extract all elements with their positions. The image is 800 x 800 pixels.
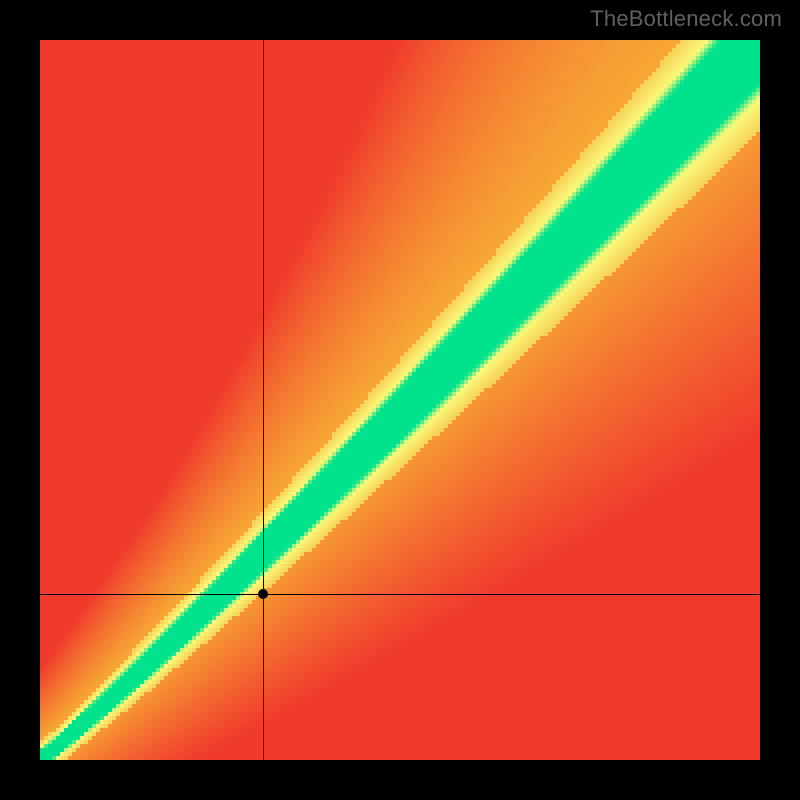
crosshair-marker [258, 589, 268, 599]
heatmap-canvas [40, 40, 760, 760]
crosshair-vertical [263, 40, 264, 760]
crosshair-horizontal [40, 594, 760, 595]
heatmap-plot [40, 40, 760, 760]
watermark-text: TheBottleneck.com [590, 6, 782, 32]
